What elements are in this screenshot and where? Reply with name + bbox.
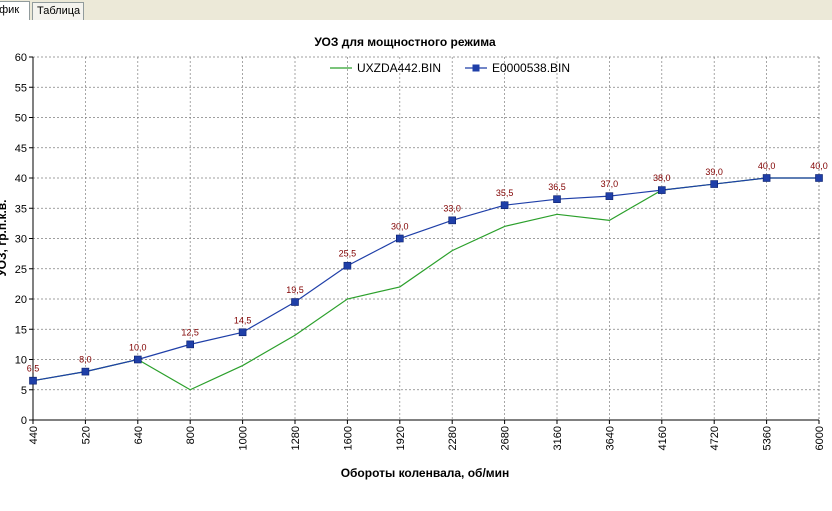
tab-table-label: Таблица [37,5,81,17]
y-tick-label: 45 [15,143,27,155]
series-2-point [186,340,194,349]
x-tick-label: 3640 [604,426,616,450]
y-tick-label: 55 [15,82,27,94]
y-axis-label: УОЗ, гр.п.к.в. [0,200,9,277]
x-tick-label: 4160 [657,426,669,450]
x-tick-label: 1280 [290,426,302,450]
series-2-data-label: 35,5 [496,188,514,198]
x-tick-label: 1920 [395,426,407,450]
series-2-point [553,195,561,203]
series-2-data-label: 30,0 [391,222,409,232]
y-tick-label: 10 [15,355,27,367]
y-tick-label: 60 [15,52,27,64]
series-line-1 [32,177,819,391]
line-chart: УОЗ для мощностного режима Обороты колен… [0,35,828,480]
series-2-point [134,355,142,364]
y-tick-label: 40 [15,173,27,185]
series-line-2 [32,177,819,382]
y-tick-label: 30 [15,234,27,246]
series-2-point [815,174,823,182]
x-tick-label: 640 [133,426,145,444]
chart-title: УОЗ для мощностного режима [314,35,496,49]
legend-label-series-2: E0000538.BIN [492,61,570,75]
series-2-data-label: 40,0 [810,161,828,171]
x-axis-label: Обороты коленвала, об/мин [341,466,510,480]
series-2-data-label: 10,0 [129,343,147,353]
x-tick-label: 2280 [447,426,459,450]
series-2-point [448,216,457,225]
series-2-point [605,192,614,200]
series-2-data-label: 38,0 [653,173,671,183]
series-2-point [762,174,771,182]
x-tick-label: 440 [28,426,40,444]
series-2-point [395,234,404,243]
y-tick-label: 50 [15,113,27,125]
series-2-point [291,298,299,306]
x-tick-label: 4720 [709,426,721,450]
x-tick-label: 5360 [762,426,774,450]
tab-table[interactable]: Таблица [32,2,84,20]
series-2-data-label: 37,0 [601,179,619,189]
series-2-data-label: 33,0 [443,203,461,213]
y-tick-label: 25 [15,264,27,276]
series-2-point [500,201,509,210]
series-2-data-label: 25,5 [339,249,357,259]
x-tick-label: 1000 [238,426,250,450]
x-tick-label: 3160 [552,426,564,450]
legend-marker-series-2 [472,64,480,72]
tab-graph[interactable]: афик [0,1,30,21]
y-tick-label: 5 [21,385,27,397]
series-2-point [710,180,719,188]
y-tick-label: 15 [15,324,27,336]
series-2-data-label: 36,5 [548,182,566,192]
x-tick-label: 1600 [342,426,354,450]
series-2-data-label: 12,5 [181,327,199,337]
y-tick-label: 0 [21,415,27,427]
legend-label-series-1: UXZDA442.BIN [357,61,441,75]
series-2-data-label: 8,0 [79,355,92,365]
series-2-point [343,261,352,270]
x-tick-label: 2680 [500,426,512,450]
tab-bar: афик Таблица [0,0,832,21]
legend: UXZDA442.BIN E0000538.BIN [330,61,570,75]
series-2-data-label: 14,5 [234,315,252,325]
tab-graph-label: афик [0,4,20,16]
x-tick-label: 520 [80,426,92,444]
chart-panel: УОЗ для мощностного режима Обороты колен… [0,20,832,506]
series-2-data-label: 19,5 [286,285,304,295]
series-2-point [657,186,666,194]
series-2-point [81,367,90,376]
series-2-data-label: 39,0 [705,167,723,177]
y-tick-label: 35 [15,203,27,215]
x-tick-label: 800 [185,426,197,444]
series-2-data-label: 40,0 [758,161,776,171]
x-tick-label: 6000 [814,426,826,450]
series-2-data-label: 6,5 [27,364,40,374]
y-tick-label: 20 [15,294,27,306]
series-2-point [29,376,37,385]
series-2-point [238,328,247,337]
